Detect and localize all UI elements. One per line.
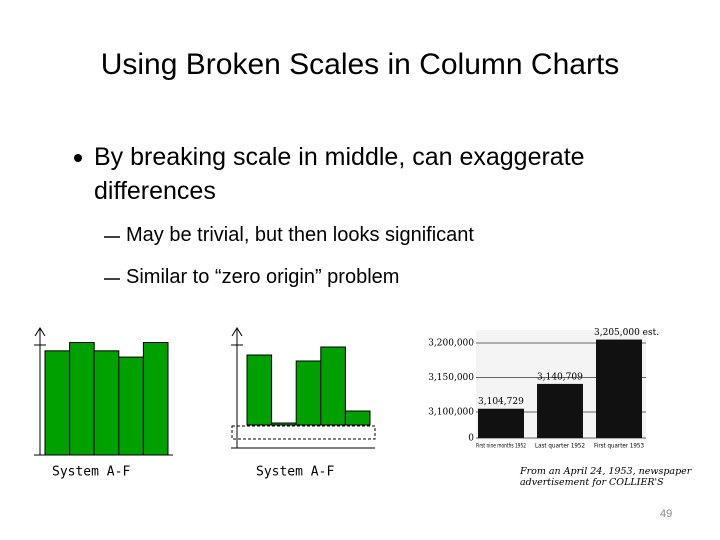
page-number: 49 [660, 508, 673, 520]
bar [93, 350, 120, 456]
bar [295, 360, 322, 426]
y-tick-label: 3,100,000 [428, 408, 474, 418]
bar [69, 342, 95, 456]
bar [118, 356, 144, 456]
bar [246, 354, 273, 426]
value-label: 3,205,000 est. [594, 328, 659, 338]
bar [320, 346, 346, 426]
chart-label: System A-F [52, 465, 130, 480]
bar [344, 410, 371, 426]
scale-break [231, 425, 376, 440]
x-tick-label: First nine months 1952 [476, 443, 526, 450]
y-tick-label: 0 [468, 434, 474, 444]
bar [596, 339, 642, 438]
x-tick-label: Last quarter 1952 [535, 443, 585, 450]
y-tick-label: 3,150,000 [428, 373, 474, 383]
value-label: 3,140,709 [537, 372, 583, 382]
bar [271, 422, 297, 426]
caption: From an April 24, 1953, newspaper advert… [520, 466, 692, 488]
slide-title: Using Broken Scales in Column Charts [100, 48, 620, 81]
bar [478, 408, 524, 438]
bullet-dot [74, 154, 82, 162]
chart-label: System A-F [256, 465, 334, 480]
arrow [231, 327, 243, 337]
bar [537, 383, 583, 438]
bar [142, 342, 169, 456]
sub-bullet: Similar to “zero origin” problem [126, 266, 400, 288]
sub-bullet: May be trivial, but then looks significa… [126, 224, 474, 246]
value-label: 3,104,729 [478, 397, 524, 407]
bullet: By breaking scale in middle, can exagger… [94, 143, 585, 205]
x-tick-label: First quarter 1953 [594, 443, 644, 450]
arrow [34, 327, 46, 337]
bar [44, 350, 71, 456]
y-tick-label: 3,200,000 [428, 339, 474, 349]
